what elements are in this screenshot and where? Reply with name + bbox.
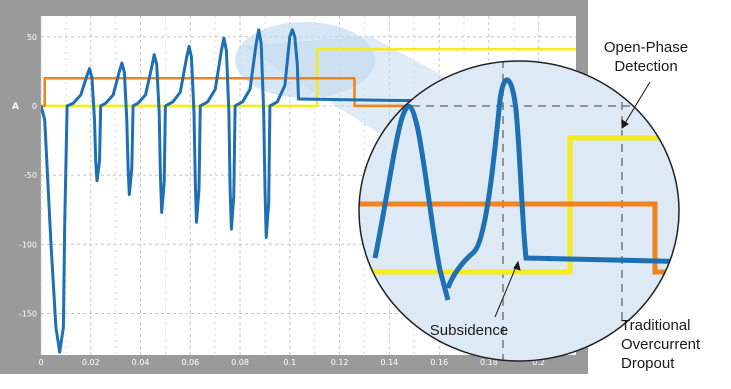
overcurrent-label-line3: Dropout (621, 355, 675, 372)
overcurrent-label-line2: Overcurrent (621, 336, 701, 353)
x-axis-title: Seconds (225, 377, 267, 387)
x-tick-label: 0.08 (231, 358, 249, 367)
x-tick-label: 0.04 (132, 358, 150, 367)
overcurrent-series-line (41, 77, 576, 108)
x-tick-label: 0.18 (480, 358, 498, 367)
lens-current-trace-main (445, 77, 679, 289)
x-tick-label: 0.16 (430, 358, 448, 367)
axis-ticks: 0 0.02 0.04 0.06 0.08 0.1 0.12 0.14 0.16 0.18 0.2 5… (19, 33, 545, 367)
current-series-line (41, 28, 576, 354)
y-tick-label: 50 (27, 33, 37, 42)
time-offset-label: Time offset: 0 (2, 377, 58, 386)
y-tick-label: -100 (19, 240, 37, 249)
overcurrent-label-line1: Traditional (621, 317, 690, 334)
y-tick-label: -150 (19, 309, 37, 318)
y-tick-label: 0 (32, 102, 37, 111)
x-tick-label: 0.2 (532, 358, 545, 367)
subsidence-label: Subsidence (430, 322, 508, 339)
y-axis-title: A (12, 102, 19, 112)
y-tick-label: -50 (24, 171, 37, 180)
lens-current-trace-left (372, 104, 451, 301)
x-tick-label: 0 (38, 358, 43, 367)
open-phase-label-line2: Detection (614, 58, 677, 75)
series-group (41, 28, 576, 354)
magnifier-rim (358, 60, 680, 362)
x-tick-label: 0.1 (283, 358, 296, 367)
x-tick-label: 0.12 (331, 358, 349, 367)
x-tick-label: 0.14 (380, 358, 398, 367)
annotation-arrows (494, 81, 651, 318)
x-tick-label: 0.02 (82, 358, 100, 367)
open-phase-label-line1: Open-Phase (604, 39, 688, 56)
x-tick-label: 0.06 (181, 358, 199, 367)
